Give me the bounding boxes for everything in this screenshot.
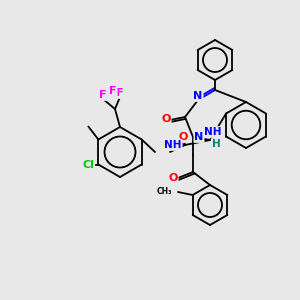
Text: N: N	[194, 91, 202, 101]
Text: O: O	[161, 114, 171, 124]
Text: F: F	[116, 88, 124, 98]
Text: F: F	[99, 90, 107, 100]
Text: N: N	[194, 132, 204, 142]
Text: O: O	[168, 173, 178, 183]
Text: NH: NH	[204, 127, 222, 137]
Text: Cl: Cl	[82, 160, 94, 170]
Text: NH: NH	[164, 140, 182, 150]
Text: O: O	[178, 132, 188, 142]
Text: H: H	[212, 139, 220, 149]
Text: F: F	[109, 86, 117, 96]
Text: CH₃: CH₃	[157, 188, 172, 196]
